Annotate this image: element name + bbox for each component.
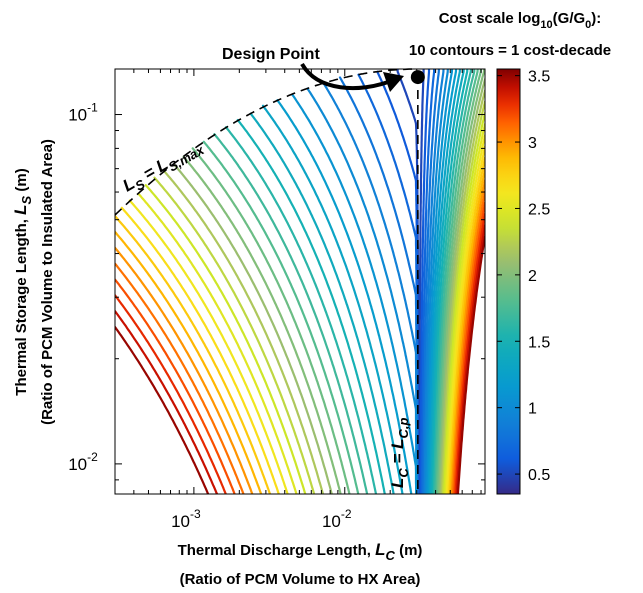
colorbar-tick-label: 0.5 (528, 467, 550, 484)
ls-max-constraint-line (114, 68, 417, 216)
y-tick-label: 10-1 (68, 101, 98, 125)
design-point-arrowhead (383, 72, 404, 92)
y-axis-label: Thermal Storage Length, LS (m) (11, 168, 34, 395)
y-tick-label: 10-2 (68, 450, 98, 474)
contour-lines (115, 69, 485, 494)
contour-level (276, 69, 458, 494)
plot-frame (114, 68, 486, 495)
colorbar-tick-label: 1.5 (528, 334, 550, 351)
y-axis-ticks: 10-2 10-1 (68, 101, 485, 481)
colorbar-tick-label: 3 (528, 135, 537, 152)
contour-level (306, 69, 449, 494)
x-tick-label: 10-3 (171, 507, 201, 531)
colorbar (496, 68, 521, 495)
colorbar-title: Cost scale log10(G/G0): (439, 10, 602, 31)
contour-level (236, 69, 469, 494)
x-axis-sublabel: (Ratio of PCM Volume to HX Area) (180, 571, 421, 588)
contour-level (202, 69, 479, 494)
colorbar-subtitle: 10 contours = 1 cost-decade (409, 42, 611, 59)
x-axis-label: Thermal Discharge Length, LC (m) (178, 540, 423, 563)
colorbar-ticks: 0.5 1 1.5 2 2.5 3 3.5 (497, 69, 550, 484)
contour-level (291, 69, 454, 494)
design-point-marker (410, 70, 425, 85)
y-axis-sublabel: (Ratio of PCM Volume to Insulated Area) (39, 139, 56, 425)
design-point-arrow (300, 62, 389, 91)
x-axis-ticks: 10-3 10-2 (114, 69, 482, 531)
design-point-label: Design Point (222, 46, 320, 63)
colorbar-tick-label: 2.5 (528, 201, 550, 218)
contour-level (213, 69, 476, 494)
contour-level (224, 69, 472, 494)
x-tick-label: 10-2 (322, 507, 352, 531)
contour-level (182, 69, 485, 494)
colorbar-tick-label: 2 (528, 268, 537, 285)
lc-p-label: LC = LC,p (388, 417, 411, 488)
colorbar-tick-label: 3.5 (528, 69, 550, 86)
contour-level (249, 69, 465, 494)
contour-level (261, 69, 461, 494)
colorbar-tick-label: 1 (528, 401, 537, 418)
